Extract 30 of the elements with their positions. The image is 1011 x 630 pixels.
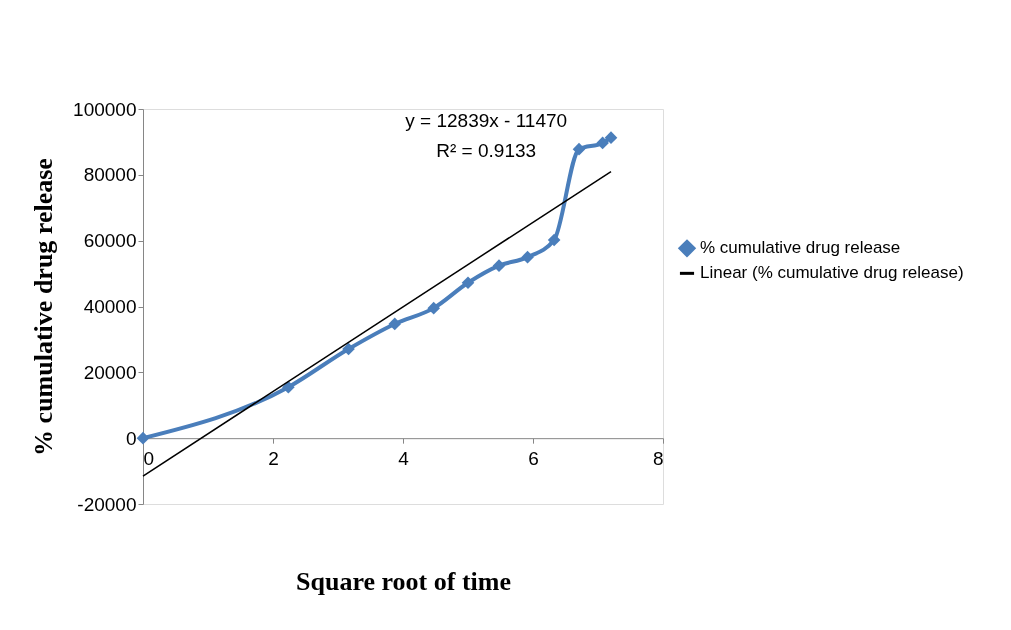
point bbox=[136, 431, 150, 445]
y-tick-label: 0 bbox=[125, 427, 137, 449]
point bbox=[461, 276, 475, 290]
point bbox=[572, 142, 586, 156]
y-axis-title: % cumulative drug release bbox=[29, 158, 59, 456]
point bbox=[604, 131, 618, 144]
x-axis-title: Square root of time bbox=[296, 566, 511, 596]
y-tick-label: 40000 bbox=[83, 296, 137, 317]
point bbox=[342, 342, 355, 356]
point bbox=[492, 259, 506, 273]
point bbox=[427, 301, 440, 315]
y-tick-label: 100000 bbox=[73, 98, 137, 120]
legend-label: % cumulative drug release bbox=[700, 238, 901, 258]
x-tick-label: 4 bbox=[398, 447, 410, 469]
annotation: y = 12839x - 11470 bbox=[405, 110, 568, 131]
point bbox=[521, 250, 534, 264]
x-tick-label: 0 bbox=[143, 447, 155, 469]
point bbox=[547, 233, 561, 247]
x-tick-label: 6 bbox=[528, 447, 539, 469]
y-tick-label: 20000 bbox=[83, 361, 137, 383]
y-tick-label: -20000 bbox=[77, 493, 137, 515]
y-tick-label: 80000 bbox=[83, 164, 137, 186]
x-tick-label: 2 bbox=[268, 447, 279, 469]
point bbox=[596, 136, 609, 150]
x-tick-label: 8 bbox=[652, 447, 664, 469]
annotation: R² = 0.9133 bbox=[436, 140, 537, 161]
point bbox=[388, 317, 402, 331]
legend-label: Linear (% cumulative drug release) bbox=[700, 263, 964, 283]
point bbox=[282, 380, 295, 394]
y-tick-label: 60000 bbox=[83, 230, 137, 252]
